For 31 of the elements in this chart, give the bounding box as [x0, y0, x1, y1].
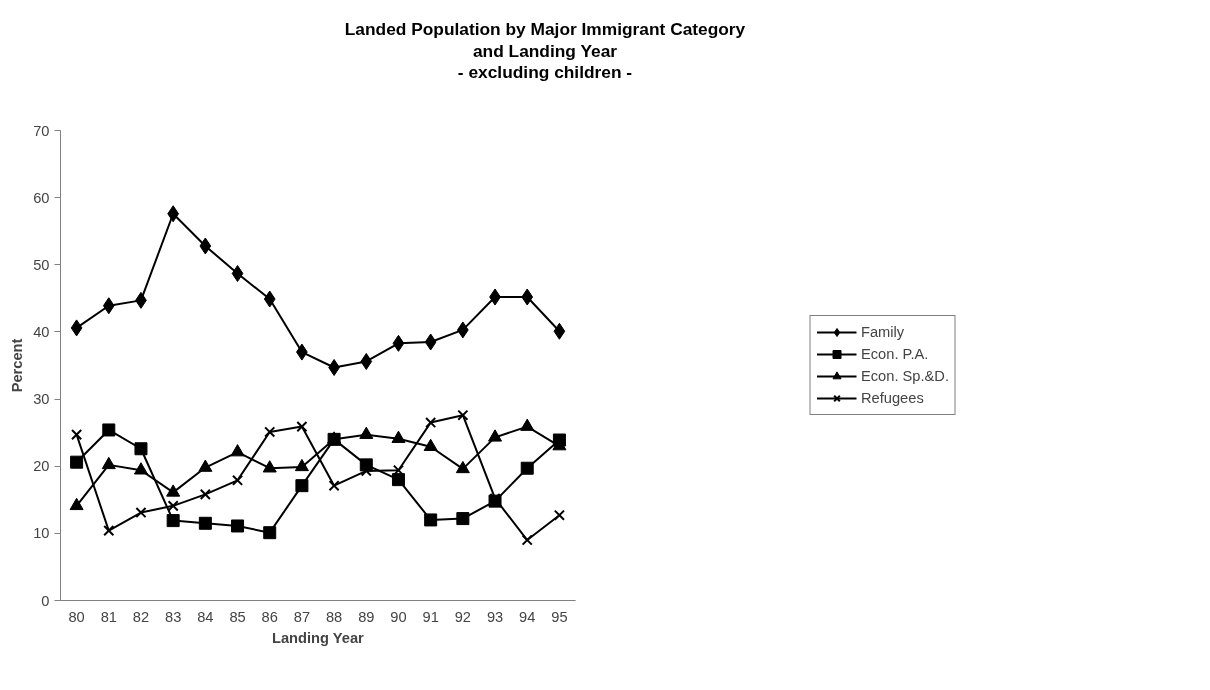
legend-label: Econ. Sp.&D.: [861, 368, 949, 384]
y-tick-label: 70: [33, 122, 50, 139]
legend-label: Econ. P.A.: [861, 346, 929, 362]
x-tick-label: 91: [422, 608, 439, 625]
x-tick-label: 81: [100, 608, 117, 625]
x-tick-label: 80: [68, 608, 85, 625]
x-tick-label: 94: [519, 608, 536, 625]
legend-label: Refugees: [861, 390, 924, 406]
y-tick-label: 40: [33, 323, 50, 340]
x-tick-label: 88: [325, 608, 343, 625]
y-tick-label: 60: [33, 189, 50, 206]
y-tick-label: 50: [33, 256, 50, 273]
x-tick-label: 89: [358, 608, 375, 625]
chart-title: Landed Population by Major Immigrant Category and Landing Year - excluding children -: [344, 19, 746, 84]
y-tick-label: 0: [41, 592, 50, 609]
x-tick-label: 83: [165, 608, 182, 625]
y-axis-title: Percent: [9, 338, 26, 393]
legend-label: Family: [861, 324, 905, 340]
x-tick-label: 84: [197, 608, 214, 625]
x-tick-label: 85: [229, 608, 246, 625]
x-tick-label: 90: [390, 608, 407, 625]
x-tick-label: 93: [486, 608, 504, 625]
y-tick-label: 30: [33, 391, 50, 408]
y-tick-label: 10: [33, 525, 50, 542]
x-tick-label: 86: [261, 608, 278, 625]
x-tick-label: 92: [454, 608, 472, 625]
x-tick-label: 95: [551, 608, 568, 625]
x-tick-label: 82: [132, 608, 150, 625]
x-tick-label: 87: [293, 608, 311, 625]
y-tick-label: 20: [33, 458, 50, 475]
x-axis-title: Landing Year: [271, 629, 365, 646]
